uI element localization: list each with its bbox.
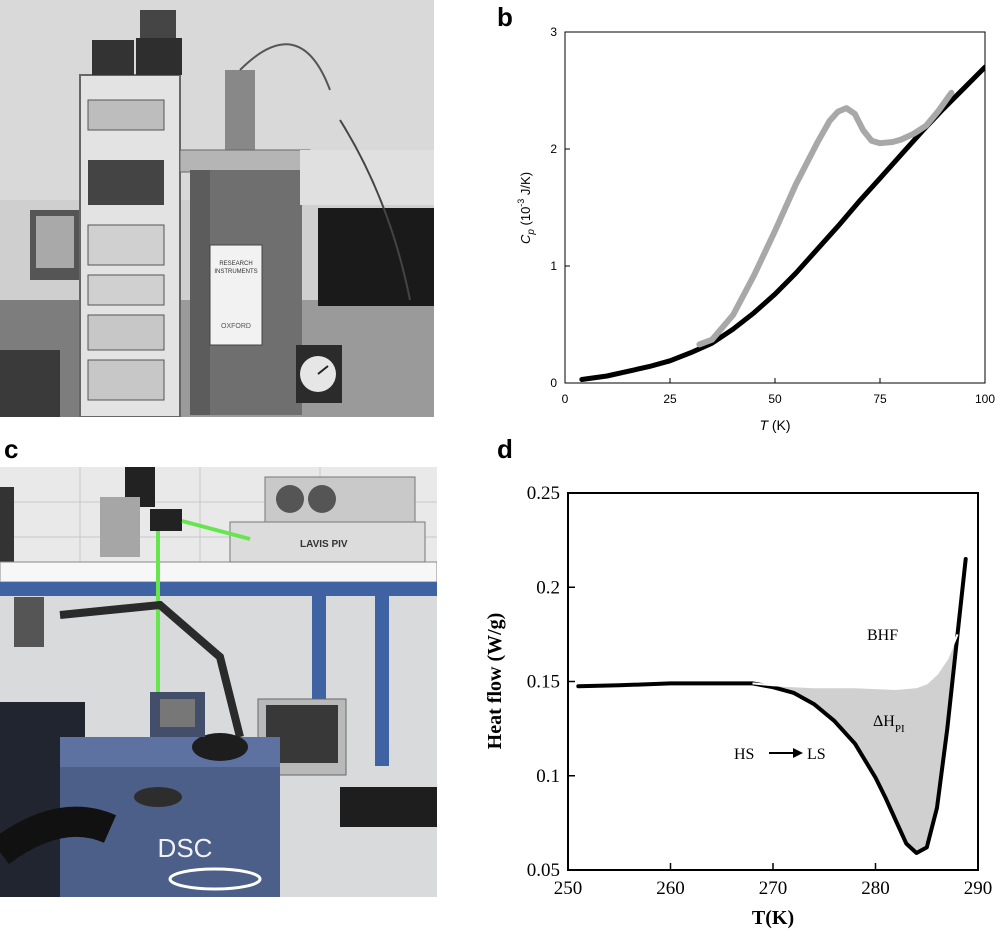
chart-heat-capacity: 0 25 50 75 100 0 1 2 3 T (K) Cp (10-3 J/K)	[516, 25, 995, 433]
photo-dsc-setup: LAVIS PIV DSC	[0, 467, 437, 897]
annotation-bhf: BHF	[867, 627, 898, 644]
y-tick-label-d: 0.25	[527, 483, 560, 504]
panel-letter-c: c	[4, 434, 19, 464]
x-tick-label-b: 0	[562, 392, 569, 406]
y-axis-label-b-unit-b: J/K)	[518, 172, 533, 199]
x-tick-label-d: 250	[554, 878, 583, 899]
laser-brand-label: LAVIS PIV	[300, 539, 348, 550]
y-axis-label-d: Heat flow (W/g)	[484, 613, 506, 750]
x-tick-label-b: 100	[975, 392, 995, 406]
y-axis-label-b-var: C	[518, 234, 533, 244]
x-tick-label-d: 280	[861, 878, 890, 899]
annotation-arrow-head	[793, 748, 803, 758]
y-axis-label-b: Cp (10-3 J/K)	[516, 172, 537, 244]
x-axis-label-b-var: T	[759, 417, 769, 433]
y-tick-label-b: 0	[550, 376, 557, 390]
x-tick-label-b: 50	[768, 392, 782, 406]
x-tick-label-d: 270	[759, 878, 788, 899]
x-axis-label-b: T (K)	[759, 417, 790, 433]
cryostat-brand: OXFORD	[221, 323, 251, 330]
series-line-lattice	[579, 64, 985, 382]
x-axis-label-b-unit: (K)	[768, 417, 791, 433]
x-tick-label-b: 25	[663, 392, 677, 406]
series-line-baseline	[752, 634, 959, 691]
annotation-enthalpy-main: ΔH	[873, 713, 895, 730]
series-line-measured	[696, 89, 955, 348]
y-tick-label-d: 0.1	[536, 766, 560, 787]
cryostat-label-line1: RESEARCH	[219, 261, 252, 267]
y-tick-label-d: 0.2	[536, 577, 560, 598]
y-axis-label-b-unit-a: (10	[518, 207, 533, 229]
panel-letter-d: d	[497, 434, 513, 464]
annotation-hs: HS	[734, 746, 754, 763]
y-tick-label-b: 3	[550, 25, 557, 39]
y-tick-label-b: 2	[550, 142, 557, 156]
plot-frame-b	[564, 31, 986, 384]
series-line-heat-flow	[576, 557, 968, 855]
x-tick-label-d: 260	[656, 878, 685, 899]
y-tick-label-d: 0.15	[527, 672, 560, 693]
x-tick-label-b: 75	[873, 392, 887, 406]
cryostat-label-line2: INSTRUMENTS	[214, 269, 257, 275]
chart-heat-flow: 250 260 270 280 290 0.05 0.1 0.15 0.2 0.25 T(K) H…	[484, 483, 993, 929]
annotation-enthalpy-sub: PI	[895, 723, 905, 735]
annotation-ls: LS	[807, 746, 826, 763]
x-axis-label-d: T(K)	[752, 907, 794, 929]
dsc-label: DSC	[158, 833, 213, 863]
annotation-enthalpy: ΔHPI	[873, 713, 905, 735]
panel-letter-b: b	[497, 2, 513, 32]
x-tick-label-d: 290	[964, 878, 993, 899]
y-axis-label-b-sub: p	[526, 229, 537, 236]
y-tick-label-d: 0.05	[527, 860, 560, 881]
y-axis-label-b-exp: -3	[516, 199, 526, 207]
photo-cryostat-apparatus: RESEARCH INSTRUMENTS OXFORD	[0, 0, 434, 417]
y-tick-label-b: 1	[550, 259, 557, 273]
